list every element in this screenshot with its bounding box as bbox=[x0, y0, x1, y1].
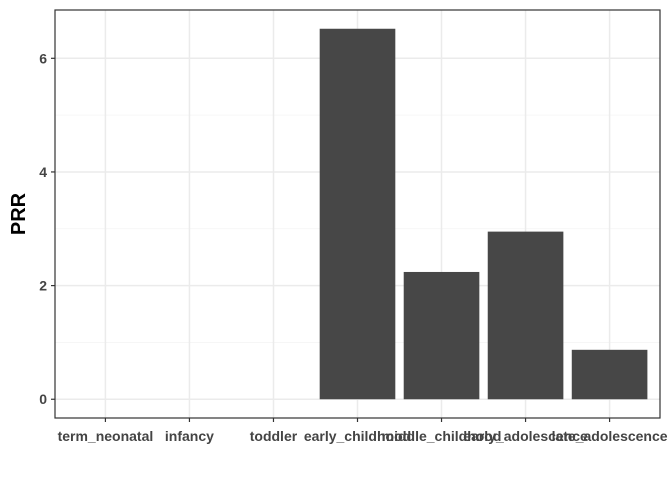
y-tick-label: 6 bbox=[39, 50, 47, 66]
x-tick-label: late_adolescence bbox=[552, 428, 668, 444]
x-tick-label: toddler bbox=[250, 428, 298, 444]
bar bbox=[487, 231, 564, 400]
x-tick-label: early_childhood bbox=[304, 428, 411, 444]
bar bbox=[571, 349, 648, 400]
y-tick-label: 2 bbox=[39, 278, 47, 294]
axis-ticks bbox=[51, 57, 611, 422]
x-tick-label: early_adolescence bbox=[463, 428, 588, 444]
x-tick-label: infancy bbox=[165, 428, 214, 444]
x-tick-label: term_neonatal bbox=[58, 428, 154, 444]
bars bbox=[319, 28, 648, 400]
y-tick-label: 4 bbox=[39, 164, 47, 180]
x-tick-labels: term_neonatal infancy toddler early_childho… bbox=[58, 428, 668, 444]
x-tick-label: middle_childhood bbox=[382, 428, 502, 444]
bar bbox=[403, 271, 480, 400]
bar bbox=[319, 28, 396, 400]
y-axis-title: PRR bbox=[8, 192, 30, 235]
y-tick-label: 0 bbox=[39, 391, 47, 407]
y-tick-labels: 0 2 4 6 bbox=[39, 50, 47, 407]
